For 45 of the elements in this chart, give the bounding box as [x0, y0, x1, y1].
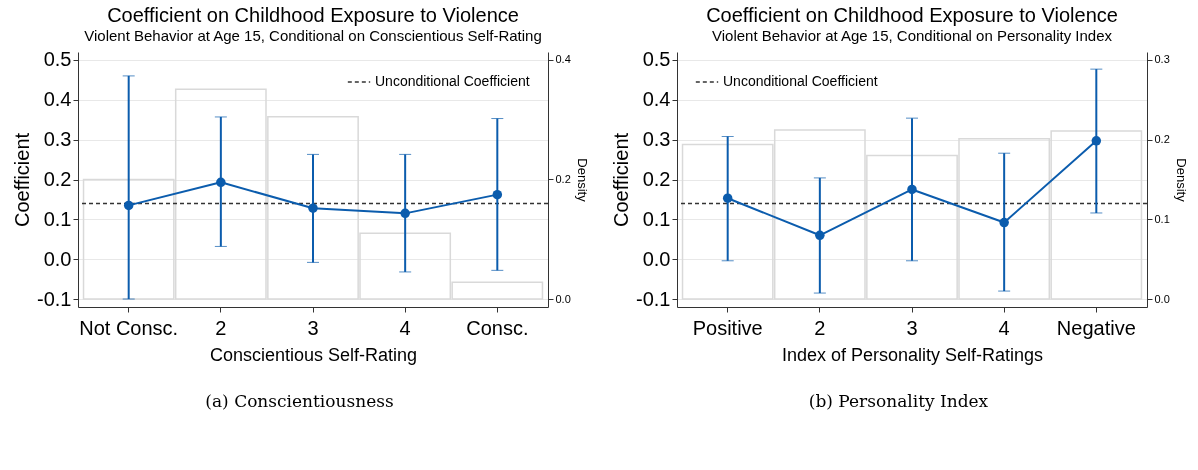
- x-tick-label: 4: [998, 316, 1010, 339]
- y2-axis-title: Density: [574, 158, 590, 203]
- x-axis-title: Conscientious Self-Rating: [209, 344, 417, 365]
- y-tick-label: 0.2: [642, 168, 670, 190]
- text: (b) Personality Index: [808, 391, 989, 411]
- x-tick-label: 4: [399, 316, 411, 339]
- x-tick-label: Not Consc.: [78, 316, 178, 339]
- x-tick-label: Consc.: [465, 316, 528, 339]
- y2-tick-label: 0.2: [555, 173, 571, 185]
- y-tick-label: 0.3: [43, 128, 71, 151]
- y-axis-title: Coefficient: [10, 132, 33, 228]
- y-tick-label: 0.5: [43, 48, 71, 71]
- legend-label: Unconditional Coefficient: [722, 73, 878, 89]
- chart-title: Coefficient on Childhood Exposure to Violence: [106, 3, 519, 26]
- chart-subtitle: Violent Behavior at Age 15, Conditional on Personality Index: [711, 26, 1112, 44]
- y2-tick-label: 0.3: [1154, 53, 1170, 66]
- chart-subtitle: Violent Behavior at Age 15, Conditional on Conscientious Self-Rating: [83, 26, 542, 44]
- legend-label: Unconditional Coefficient: [374, 73, 530, 89]
- y-tick-label: 0.1: [642, 207, 670, 230]
- x-tick-label: 2: [813, 316, 825, 339]
- y2-tick-label: 0.4: [555, 53, 571, 66]
- y2-tick-label: 0.0: [555, 292, 571, 305]
- x-axis-title: Index of Personality Self-Ratings: [781, 344, 1043, 365]
- x-tick-label: 3: [306, 316, 319, 339]
- y2-tick-label: 0.0: [1154, 292, 1170, 305]
- y-axis-title: Coefficient: [609, 132, 632, 228]
- x-tick-label: Negative: [1056, 316, 1136, 339]
- y-tick-label: 0.4: [642, 88, 670, 111]
- y-tick-label: 0.3: [642, 128, 670, 151]
- y-tick-label: -0.1: [36, 287, 71, 310]
- text: (a) Conscientiousness: [205, 391, 394, 411]
- y2-tick-label: 0.2: [1154, 133, 1170, 146]
- y-tick-label: 0.2: [43, 168, 71, 190]
- y-tick-label: 0.0: [43, 247, 71, 270]
- y-tick-label: 0.4: [43, 88, 71, 111]
- y-tick-label: 0.5: [642, 48, 670, 71]
- x-tick-label: 3: [905, 316, 918, 339]
- x-tick-label: 2: [214, 316, 226, 339]
- x-tick-label: Positive: [692, 316, 763, 339]
- chart-title: Coefficient on Childhood Exposure to Violence: [705, 3, 1118, 26]
- y2-tick-label: 0.1: [1154, 212, 1170, 225]
- y-tick-label: 0.1: [43, 207, 71, 230]
- y2-axis-title: Density: [1173, 158, 1189, 203]
- y-tick-label: 0.0: [642, 247, 670, 270]
- y-tick-label: -0.1: [635, 287, 670, 310]
